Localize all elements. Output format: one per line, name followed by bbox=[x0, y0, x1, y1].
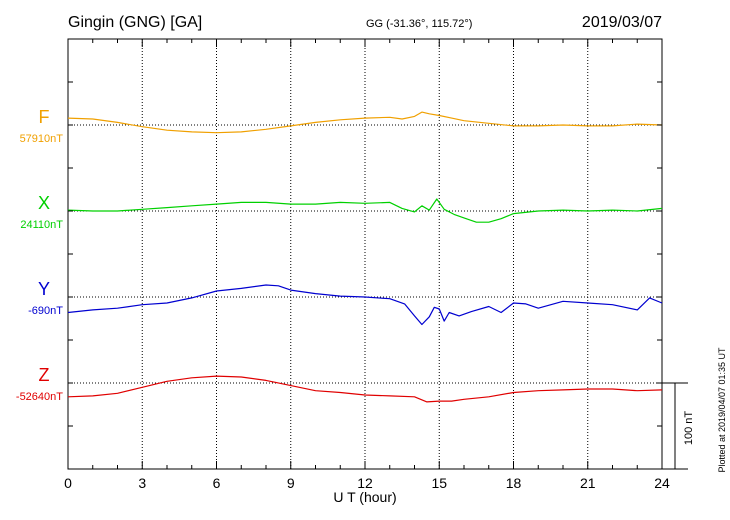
series-name-y: Y bbox=[38, 279, 50, 299]
scale-bar-label: 100 nT bbox=[683, 411, 695, 446]
plot-frame bbox=[67, 38, 663, 470]
x-tick-label: 21 bbox=[580, 475, 596, 491]
series-name-x: X bbox=[38, 193, 50, 213]
series-name-f: F bbox=[39, 107, 50, 127]
baseline-lines bbox=[68, 124, 662, 384]
series-group bbox=[67, 111, 663, 403]
series-baseline-f: 57910nT bbox=[20, 133, 64, 145]
series-baseline-y: -690nT bbox=[28, 305, 63, 317]
chart-title: Gingin (GNG) [GA] bbox=[68, 14, 202, 31]
series-line-x bbox=[67, 198, 663, 223]
x-tick-label: 18 bbox=[506, 475, 522, 491]
plotted-timestamp: Plotted at 2019/04/07 01:35 UT bbox=[717, 347, 727, 473]
x-tick-label: 0 bbox=[64, 475, 72, 491]
x-tick-label: 3 bbox=[138, 475, 146, 491]
series-name-z: Z bbox=[39, 365, 50, 385]
x-tick-label: 24 bbox=[654, 475, 670, 491]
x-tick-label: 12 bbox=[357, 475, 373, 491]
grid-lines bbox=[141, 39, 589, 469]
x-tick-label: 6 bbox=[213, 475, 221, 491]
x-axis-label: U T (hour) bbox=[333, 489, 396, 505]
station-coordinates: GG (-31.36°, 115.72°) bbox=[366, 18, 472, 30]
x-axis-ticks: 0 3 6 9 12 15 18 21 24 bbox=[64, 38, 670, 491]
scale-bar bbox=[662, 382, 688, 470]
x-tick-label: 9 bbox=[287, 475, 295, 491]
series-baseline-z: -52640nT bbox=[16, 391, 63, 403]
series-line-f bbox=[67, 111, 663, 134]
series-labels: F 57910nT X 24110nT Y -690nT Z -52640nT bbox=[16, 107, 63, 403]
x-tick-label: 15 bbox=[431, 475, 447, 491]
chart-date: 2019/03/07 bbox=[582, 14, 662, 31]
series-line-y bbox=[67, 284, 663, 326]
series-baseline-x: 24110nT bbox=[20, 219, 63, 231]
series-line-z bbox=[67, 375, 663, 403]
